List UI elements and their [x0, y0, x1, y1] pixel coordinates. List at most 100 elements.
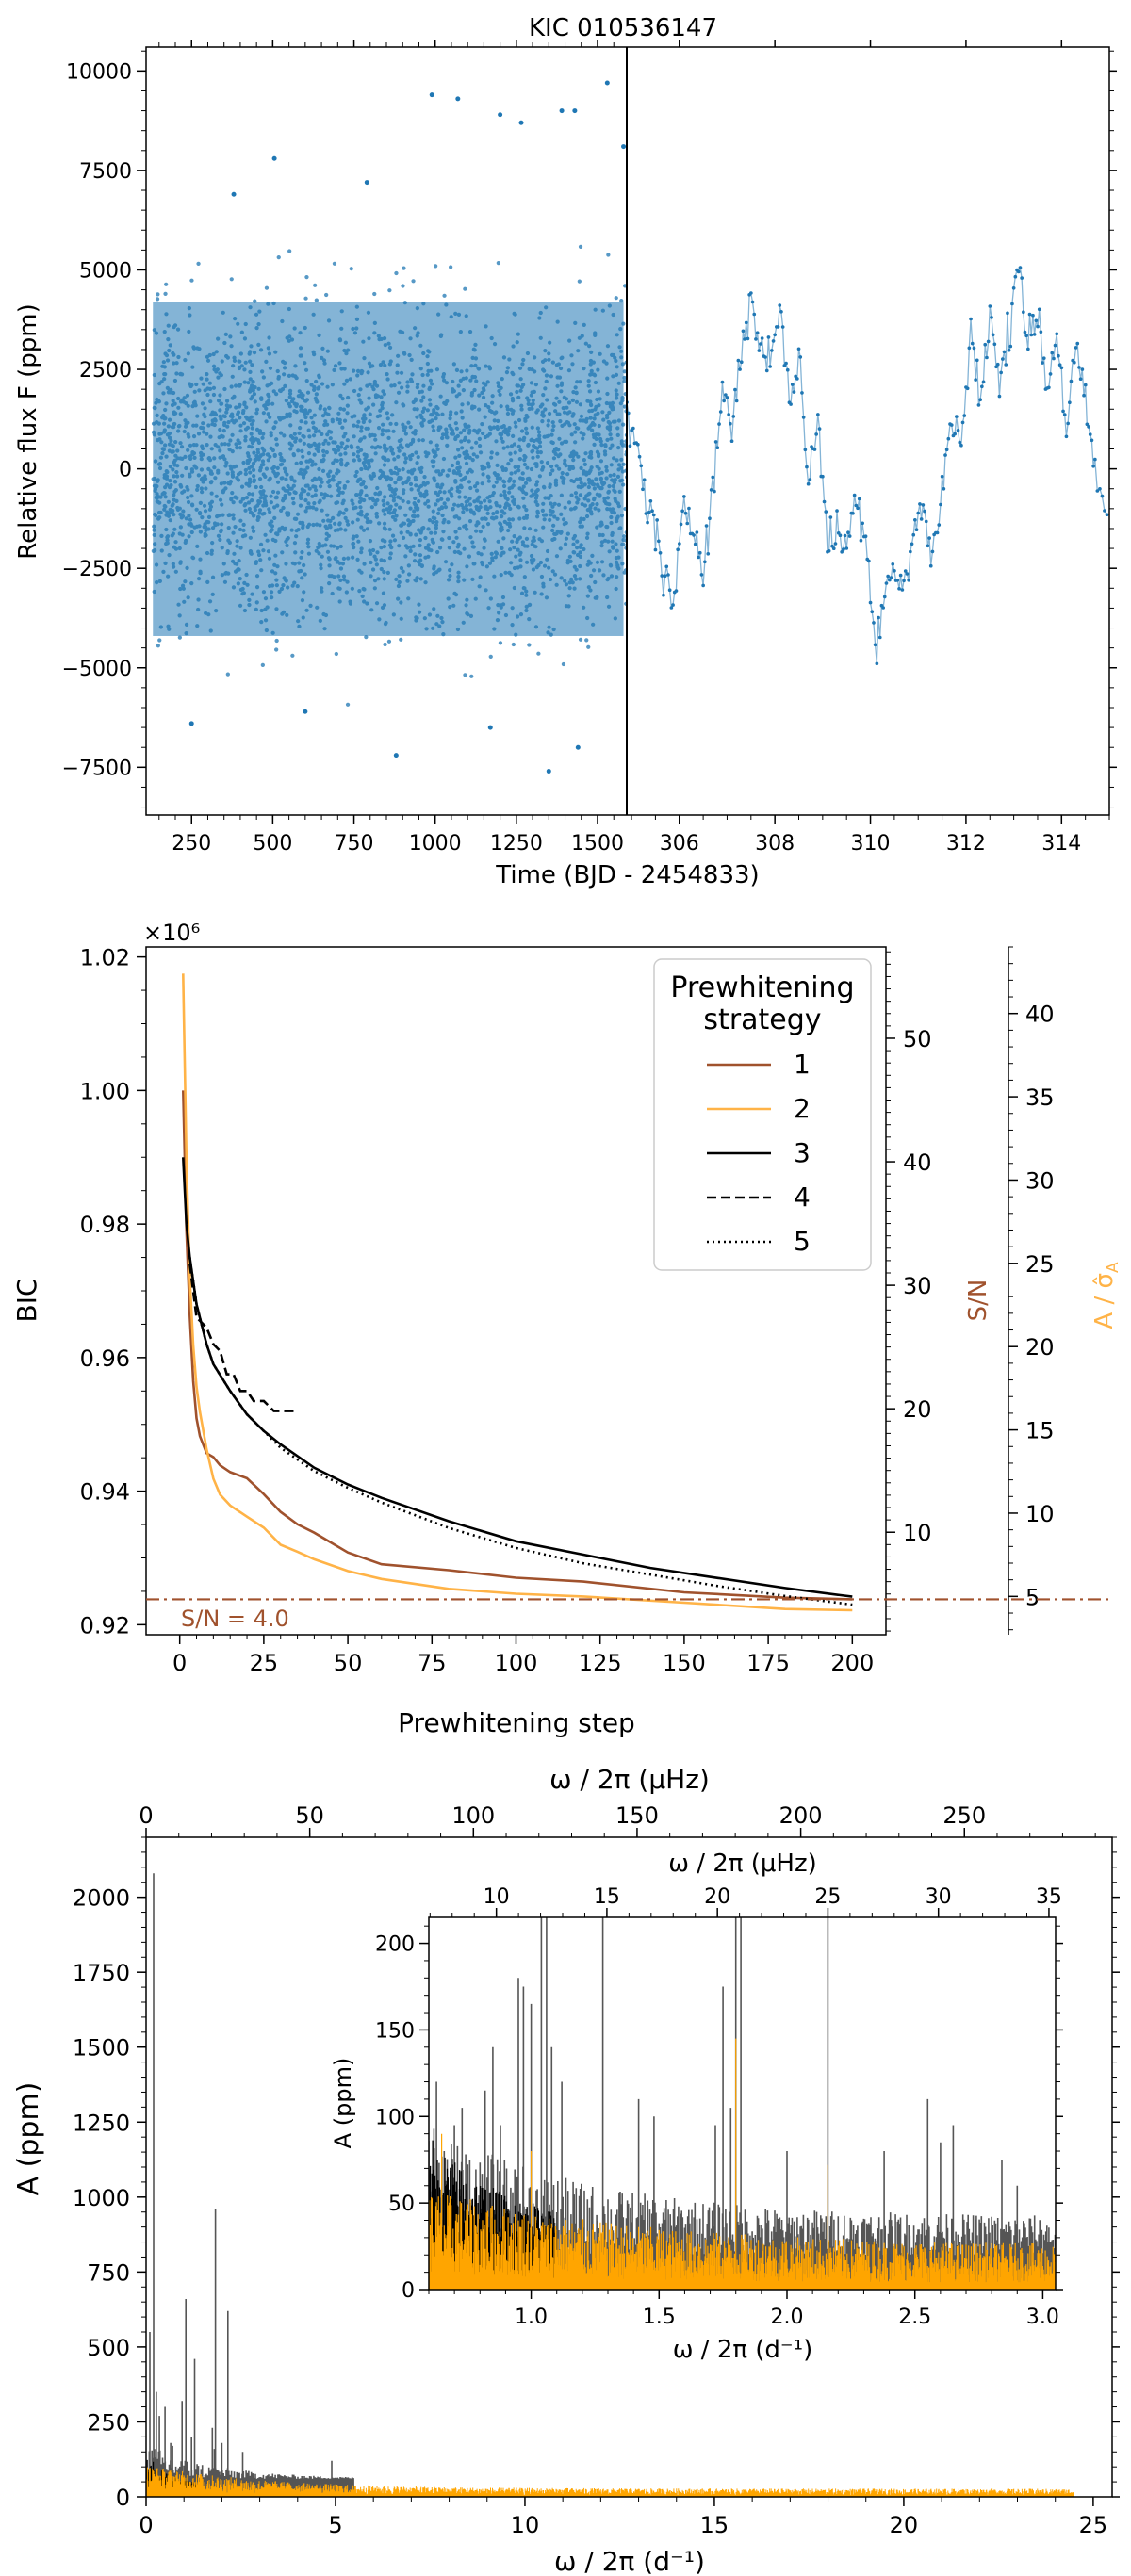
- inset-top-tick-label: 15: [594, 1885, 620, 1909]
- bic-y-tick-label: 1.00: [80, 1078, 130, 1104]
- light-curve-points: [151, 80, 627, 774]
- per-x-tick-label: 25: [1079, 2512, 1108, 2538]
- inset-top-tick-label: 10: [484, 1885, 510, 1909]
- bic-series-lines: [182, 973, 853, 1612]
- bic-y-axis-label: BIC: [11, 1278, 42, 1322]
- inset-frame: [428, 1916, 1057, 2291]
- per-y-tick-label: 250: [87, 2409, 130, 2436]
- bic-axes: 0.920.940.960.981.001.020 25 50 75 100 125 150…: [80, 945, 1055, 1676]
- bic-x-tick-label: 150: [663, 1650, 706, 1676]
- lc-x-axis-label: Time (BJD - 2454833): [495, 861, 759, 889]
- lc-x-tick-label: 750: [335, 832, 374, 856]
- per-y-tick-label: 1750: [73, 1960, 130, 1986]
- sn-tick-label: 20: [903, 1396, 932, 1423]
- a-sigma-tick-label: 25: [1025, 1251, 1055, 1278]
- light-curve-axes: −7500 −5000 −2500 0 2500 5000 7500 10000 250 500 7…: [62, 40, 1117, 856]
- legend-label-2: 2: [794, 1093, 811, 1124]
- lc-x-tick-label: 500: [253, 832, 292, 856]
- per-y-tick-label: 0: [116, 2485, 130, 2511]
- per-y-tick-label: 1000: [73, 2185, 130, 2211]
- bic-y-tick-label: 0.96: [80, 1345, 130, 1372]
- a-sigma-tick-label: 10: [1025, 1501, 1055, 1527]
- inset-y-axis-label: A (ppm): [330, 2058, 356, 2149]
- bic-y-tick-label: 0.94: [80, 1479, 130, 1506]
- lc-y-axis-label: Relative flux F (ppm): [14, 303, 42, 559]
- per-x-tick-label: 0: [139, 2512, 153, 2538]
- per-top-tick-label: 200: [779, 1802, 823, 1829]
- bic-x-tick-label: 50: [334, 1650, 363, 1676]
- a-sigma-tick-label: 5: [1025, 1584, 1040, 1610]
- per-top-tick-label: 150: [615, 1802, 659, 1829]
- lc-x-tick-label: 1250: [490, 832, 543, 856]
- light-curve-core: [153, 302, 624, 636]
- per-y-axis-label: A (ppm): [12, 2082, 45, 2196]
- zoom-x-tick-label: 312: [946, 832, 986, 856]
- bic-x-tick-label: 0: [172, 1650, 187, 1676]
- per-top-tick-label: 50: [295, 1802, 324, 1829]
- legend-title-2: strategy: [703, 1003, 821, 1036]
- a-sigma-tick-label: 30: [1025, 1167, 1055, 1194]
- per-y-tick-label: 500: [87, 2335, 130, 2361]
- lc-y-tick-label: 0: [119, 459, 132, 482]
- bic-x-tick-label: 25: [250, 1650, 279, 1676]
- light-curve-outlier: [455, 96, 461, 102]
- a-sigma-tick-label: 35: [1025, 1084, 1055, 1111]
- legend: Prewhitening strategy 1 2 3 4 5: [653, 958, 872, 1271]
- light-curve-outlier: [559, 108, 565, 114]
- bic-y-tick-label: 1.02: [80, 945, 130, 971]
- light-curve-zoom-line: [627, 265, 1108, 664]
- a-sigma-axis-label: A / σ̂A: [1090, 1262, 1123, 1329]
- zoom-x-tick-label: 314: [1041, 832, 1081, 856]
- per-x-axis-label: ω / 2π (d⁻¹): [554, 2546, 705, 2576]
- inset-y-tick-label: 100: [375, 2106, 415, 2129]
- inset-x-tick-label: 3.0: [1026, 2306, 1059, 2329]
- light-curve-outlier: [429, 92, 434, 98]
- legend-label-4: 4: [794, 1182, 811, 1213]
- bic-x-tick-label: 175: [746, 1650, 790, 1676]
- sn-threshold-label: S/N = 4.0: [181, 1606, 289, 1632]
- inset-x-tick-label: 2.5: [898, 2306, 931, 2329]
- light-curve-outlier: [271, 155, 277, 161]
- sn-tick-label: 40: [903, 1149, 932, 1176]
- sn-tick-label: 30: [903, 1273, 932, 1299]
- light-curve-outlier: [604, 80, 610, 86]
- inset-x-tick-label: 2.0: [771, 2306, 804, 2329]
- inset-y-tick-label: 0: [402, 2279, 415, 2303]
- light-curve-outlier: [572, 108, 578, 114]
- inset-top-tick-label: 25: [814, 1885, 841, 1909]
- light-curve-outlier: [621, 144, 627, 150]
- figure-title: KIC 010536147: [529, 14, 717, 42]
- per-top-tick-label: 0: [139, 1802, 153, 1829]
- inset-y-tick-label: 150: [375, 2019, 415, 2043]
- per-x-tick-label: 5: [328, 2512, 342, 2538]
- per-top-tick-label: 100: [451, 1802, 495, 1829]
- inset-top-tick-label: 20: [704, 1885, 730, 1909]
- light-curve-outlier: [575, 744, 581, 750]
- per-top-tick-label: 250: [942, 1802, 986, 1829]
- inset-bars: [429, 1917, 1056, 2290]
- bic-y-tick-label: 0.92: [80, 1612, 130, 1639]
- light-curve-panel: KIC 010536147 −7500 −5000 −2500 0 2500 5000 75…: [14, 14, 1117, 889]
- inset-y-tick-label: 200: [375, 1933, 415, 1957]
- light-curve-outlier: [393, 753, 399, 758]
- bic-series-3: [182, 1157, 853, 1598]
- inset-top-axis-label: ω / 2π (μHz): [668, 1850, 817, 1878]
- lc-y-tick-label: −7500: [62, 757, 132, 780]
- a-sigma-tick-label: 40: [1025, 1002, 1055, 1028]
- bic-series-4: [188, 1264, 298, 1412]
- legend-label-3: 3: [794, 1137, 811, 1168]
- bic-y-tick-label: 0.98: [80, 1212, 130, 1238]
- bic-series-1: [182, 1090, 853, 1601]
- light-curve-outlier: [546, 769, 551, 774]
- inset-top-tick-label: 30: [926, 1885, 952, 1909]
- light-curve-zoom-series: [627, 265, 1109, 666]
- a-sigma-tick-label: 20: [1025, 1334, 1055, 1361]
- lc-y-tick-label: 5000: [79, 259, 132, 283]
- lc-y-tick-label: 10000: [66, 60, 132, 84]
- light-curve-outlier: [498, 112, 503, 118]
- bic-x-tick-label: 125: [579, 1650, 622, 1676]
- zoom-x-tick-label: 306: [660, 832, 699, 856]
- bic-series-5: [188, 1257, 853, 1606]
